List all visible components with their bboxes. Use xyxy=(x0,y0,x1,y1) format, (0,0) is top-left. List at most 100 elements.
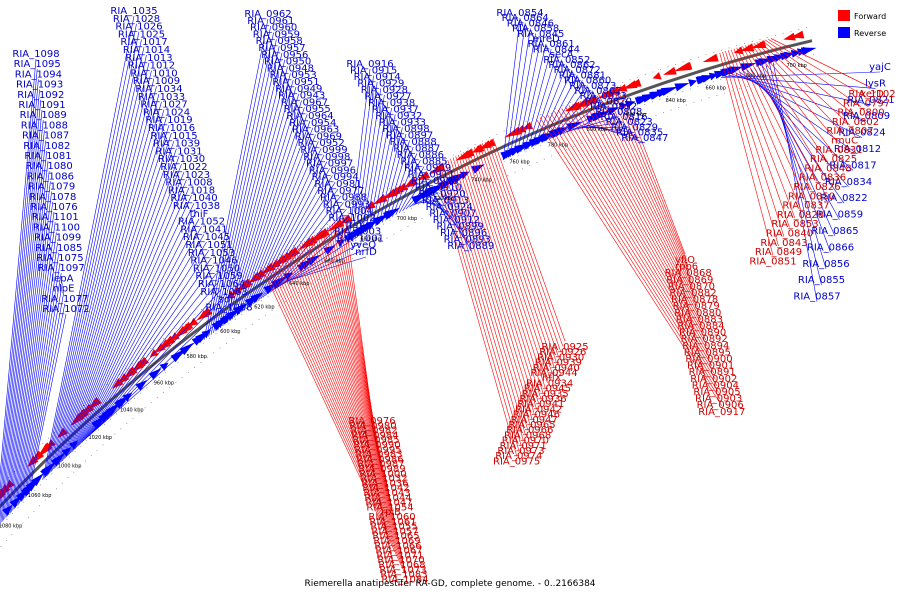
label-connector xyxy=(769,63,822,286)
legend-forward-label: Forward xyxy=(854,12,886,21)
gene-label: RIA_0802 xyxy=(832,117,879,128)
gene-label: RIA_0938 xyxy=(368,98,415,109)
label-connector xyxy=(49,54,147,474)
label-connector xyxy=(53,78,155,470)
gene-label: RIA_0997 xyxy=(306,159,353,170)
gene-label: RIA_0847 xyxy=(621,133,668,144)
label-connector xyxy=(76,203,195,448)
label-connector xyxy=(9,171,50,514)
gene-label: RIA_1087 xyxy=(22,131,69,142)
label-connector xyxy=(728,74,872,106)
label-connector xyxy=(253,161,328,305)
label-connector xyxy=(56,93,160,467)
gene-label: RIA_1030 xyxy=(158,154,205,165)
scale-tick-label: 660 kbp xyxy=(324,258,344,264)
forward-gene-arrow xyxy=(417,170,431,181)
gene-label: RIA_1017 xyxy=(120,37,167,48)
label-connector xyxy=(5,140,46,518)
gene-label: RIA_0860 xyxy=(564,76,611,87)
label-connector xyxy=(262,188,339,298)
gene-label: RIA_0989 xyxy=(358,464,405,475)
label-connector xyxy=(287,256,367,282)
forward-gene-arrow xyxy=(462,148,475,158)
label-connector xyxy=(319,231,383,464)
reverse-gene-arrow xyxy=(783,51,794,60)
label-connector xyxy=(365,101,389,233)
label-connector xyxy=(455,156,535,414)
gene-label: yveQ xyxy=(350,240,376,251)
label-connector xyxy=(68,164,182,455)
reverse-gene-arrow xyxy=(729,66,744,75)
label-connector xyxy=(321,230,382,459)
gene-label: RIA_0902 xyxy=(690,374,737,385)
label-connector xyxy=(213,46,280,334)
label-connector xyxy=(0,69,38,494)
label-connector xyxy=(309,237,387,483)
gene-label: RIA_0988 xyxy=(320,193,367,204)
forward-gene-arrow xyxy=(733,46,744,55)
gene-label: RIA_0927 xyxy=(364,92,411,103)
gene-label: RIA_1088 xyxy=(21,120,68,131)
forward-gene-arrow xyxy=(783,32,796,41)
label-connector xyxy=(492,138,566,342)
gene-label: RIA_0878 xyxy=(671,295,718,306)
label-connector xyxy=(238,120,311,315)
label-connector xyxy=(46,39,142,476)
label-connector xyxy=(27,303,66,496)
gene-label: RIA_0808 xyxy=(595,107,642,118)
gene-label: RIA_0854 xyxy=(496,8,543,19)
label-connector xyxy=(296,245,392,507)
label-connector xyxy=(378,127,403,225)
gene-label: RIA_1092 xyxy=(17,90,64,101)
gene-label: RIA_0911 xyxy=(408,170,455,181)
label-connector xyxy=(66,148,177,458)
scale-ticks: 700 kbp 680 kbp 660 kbp 840 kbp 820 kbp 800 k… xyxy=(0,63,807,529)
gene-label: RIA_0897 xyxy=(386,131,433,142)
scale-tick-label: 1040 kbp xyxy=(120,407,144,413)
forward-gene-arrow xyxy=(372,194,388,205)
scale-tick-label: 680 kbp xyxy=(746,74,766,80)
label-connector xyxy=(452,157,533,420)
gene-label: RIA_0873 xyxy=(569,81,616,92)
gene-label: RIA_0906 xyxy=(697,400,744,411)
label-connector xyxy=(720,71,881,78)
gene-label: RIA_1068 xyxy=(378,560,425,571)
gene-label: RIA_0844 xyxy=(533,44,580,55)
gene-label: RIA_0864 xyxy=(502,13,549,24)
label-connector xyxy=(21,262,61,501)
label-connector xyxy=(442,162,524,440)
label-connector xyxy=(565,106,710,354)
gene-label: RIA_1086 xyxy=(27,171,74,182)
label-connector xyxy=(0,89,40,522)
gene-label: RIA_0952 xyxy=(298,138,345,149)
gene-label: RIA_1061 xyxy=(369,517,416,528)
label-connector xyxy=(568,105,708,347)
gene-label: RIA_1097 xyxy=(38,263,85,274)
label-connector xyxy=(767,38,867,98)
gene-label: RIA_1102 xyxy=(848,89,895,100)
label-connector xyxy=(612,88,689,268)
gene-label: RIA_0833 xyxy=(580,91,627,102)
gene-label: RIA_1065 xyxy=(372,531,419,542)
gene-label: RIA_0920 xyxy=(418,189,465,200)
label-connector xyxy=(490,139,564,347)
label-connector xyxy=(86,257,212,439)
label-connector xyxy=(753,42,840,144)
label-connector xyxy=(246,141,319,310)
gene-label: RIA_1041 xyxy=(180,224,227,235)
label-connector xyxy=(371,114,396,229)
label-connector xyxy=(750,68,845,204)
label-connector xyxy=(301,242,390,497)
gene-label: ftsY xyxy=(346,220,365,231)
label-connector xyxy=(248,148,322,308)
label-connector xyxy=(336,220,376,430)
label-connector xyxy=(222,73,291,327)
gene-label: RIA_1026 xyxy=(115,22,162,33)
label-connector xyxy=(270,209,347,293)
gene-label: RIA_0982 xyxy=(350,426,397,437)
label-connector xyxy=(770,38,873,89)
gene-label: RIA_0904 xyxy=(692,380,739,391)
gene-label: RIA_1013 xyxy=(125,53,172,64)
gene-label: RIA_0880 xyxy=(674,308,721,319)
gene-label: RIA_0809 xyxy=(843,111,890,122)
